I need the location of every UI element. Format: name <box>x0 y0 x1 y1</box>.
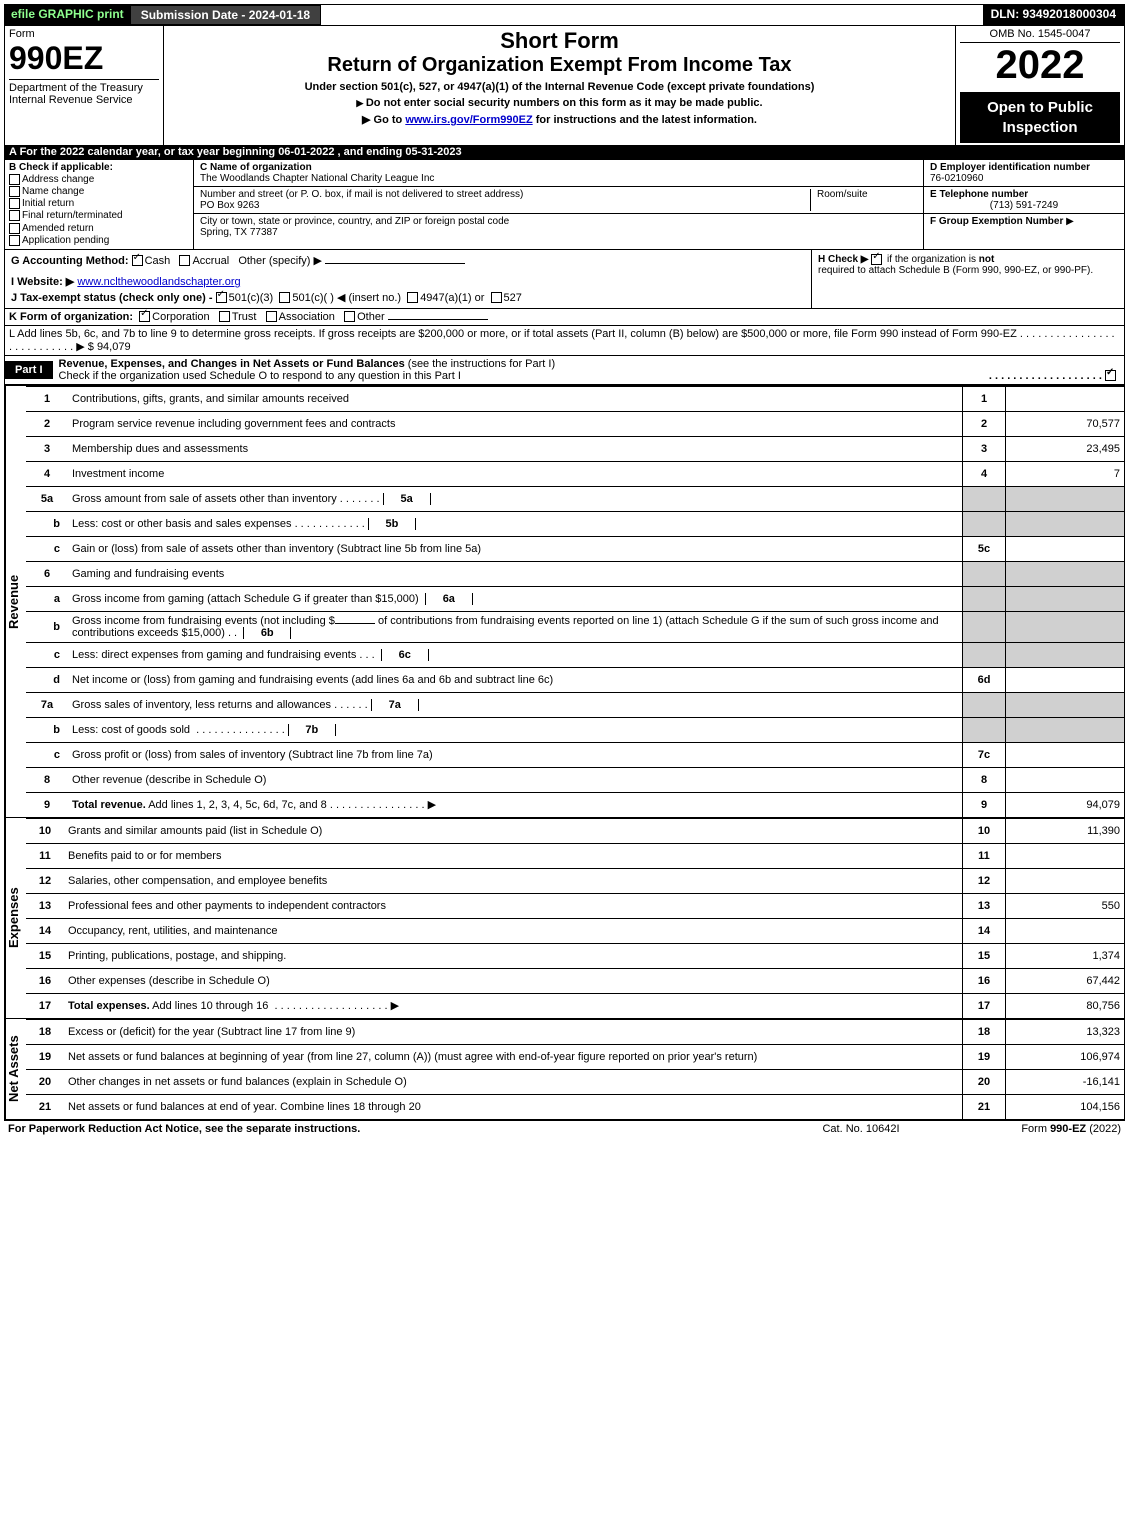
topbar: efile GRAPHIC print Submission Date - 20… <box>5 5 1124 25</box>
part1-header: Part I Revenue, Expenses, and Changes in… <box>5 355 1124 385</box>
line-16-amt: 67,442 <box>1006 968 1125 993</box>
line-13-amt: 550 <box>1006 893 1125 918</box>
footer-form-no: 990-EZ <box>1050 1123 1086 1135</box>
phone-value: (713) 591-7249 <box>930 200 1118 211</box>
netassets-table: 18Excess or (deficit) for the year (Subt… <box>26 1019 1124 1119</box>
paperwork-notice: For Paperwork Reduction Act Notice, see … <box>8 1123 761 1135</box>
irs-label: Internal Revenue Service <box>9 94 159 106</box>
ssn-warning: Do not enter social security numbers on … <box>170 97 949 109</box>
box-b: B Check if applicable: Address change Na… <box>5 160 194 249</box>
line-1-amt <box>1006 386 1125 411</box>
chk-527[interactable]: 527 <box>504 292 522 304</box>
line-8-amt <box>1006 767 1125 792</box>
return-title: Return of Organization Exempt From Incom… <box>170 54 949 77</box>
revenue-table: 1Contributions, gifts, grants, and simil… <box>26 386 1124 817</box>
line-7c-amt <box>1006 742 1125 767</box>
phone-label: E Telephone number <box>930 189 1028 200</box>
schedule-o-check[interactable] <box>1105 370 1116 381</box>
chk-address-change[interactable]: Address change <box>22 174 94 185</box>
omb-number: OMB No. 1545-0047 <box>960 28 1120 43</box>
row-a-tax-year: A For the 2022 calendar year, or tax yea… <box>5 145 1124 159</box>
short-form-title: Short Form <box>170 28 949 54</box>
row-i: I Website: ▶ www.nclthewoodlandschapter.… <box>11 275 805 288</box>
line-4-amt: 7 <box>1006 461 1125 486</box>
dln: DLN: 93492018000304 <box>983 5 1124 25</box>
chk-4947[interactable]: 4947(a)(1) or <box>420 292 484 304</box>
chk-amended[interactable]: Amended return <box>22 223 94 234</box>
row-l: L Add lines 5b, 6c, and 7b to line 9 to … <box>5 325 1124 355</box>
org-name: The Woodlands Chapter National Charity L… <box>200 173 434 184</box>
line-5c-amt <box>1006 536 1125 561</box>
line-14-amt <box>1006 918 1125 943</box>
chk-final-return[interactable]: Final return/terminated <box>22 211 123 222</box>
revenue-sidelabel: Revenue <box>5 386 26 817</box>
chk-name-change[interactable]: Name change <box>22 186 84 197</box>
line-6d-amt <box>1006 667 1125 692</box>
c-label: C Name of organization <box>200 162 312 173</box>
footer: For Paperwork Reduction Act Notice, see … <box>4 1120 1125 1137</box>
goto-line: ▶ Go to www.irs.gov/Form990EZ for instru… <box>170 113 949 126</box>
chk-501c[interactable]: 501(c)( ) ◀ (insert no.) <box>292 292 401 304</box>
line-11-amt <box>1006 843 1125 868</box>
entity-block: B Check if applicable: Address change Na… <box>5 159 1124 249</box>
chk-other-org[interactable]: Other <box>357 311 385 323</box>
city-value: Spring, TX 77387 <box>200 227 278 238</box>
chk-assoc[interactable]: Association <box>279 311 335 323</box>
box-c: C Name of organization The Woodlands Cha… <box>194 160 923 249</box>
subtitle: Under section 501(c), 527, or 4947(a)(1)… <box>170 81 949 93</box>
cat-no: Cat. No. 10642I <box>761 1123 961 1135</box>
box-def: D Employer identification number 76-0210… <box>923 160 1124 249</box>
line-12-amt <box>1006 868 1125 893</box>
efile-print-link[interactable]: efile GRAPHIC print <box>5 5 130 25</box>
chk-app-pending[interactable]: Application pending <box>22 235 109 246</box>
form-number: 990EZ <box>9 40 159 77</box>
chk-501c3[interactable]: 501(c)(3) <box>229 292 274 304</box>
expenses-sidelabel: Expenses <box>5 818 26 1018</box>
row-g: G Accounting Method: Cash Accrual Other … <box>11 254 805 267</box>
irs-form-link[interactable]: www.irs.gov/Form990EZ <box>405 114 532 126</box>
street-label: Number and street (or P. O. box, if mail… <box>200 189 523 200</box>
line-10-amt: 11,390 <box>1006 818 1125 843</box>
row-k: K Form of organization: Corporation Trus… <box>5 308 1124 325</box>
chk-accrual[interactable]: Accrual <box>192 255 229 267</box>
ein-value: 76-0210960 <box>930 173 983 184</box>
line-9-amt: 94,079 <box>1006 792 1125 817</box>
street-value: PO Box 9263 <box>200 200 259 211</box>
open-public-badge: Open to Public Inspection <box>960 92 1120 143</box>
chk-initial-return[interactable]: Initial return <box>22 198 74 209</box>
form-word: Form <box>9 28 159 40</box>
chk-corp[interactable]: Corporation <box>152 311 209 323</box>
group-exemption-label: F Group Exemption Number <box>930 216 1063 227</box>
other-specify: Other (specify) ▶ <box>238 255 322 267</box>
form-container: efile GRAPHIC print Submission Date - 20… <box>4 4 1125 1120</box>
line-15-amt: 1,374 <box>1006 943 1125 968</box>
netassets-sidelabel: Net Assets <box>5 1019 26 1119</box>
website-link[interactable]: www.nclthewoodlandschapter.org <box>77 276 240 288</box>
submission-date: Submission Date - 2024-01-18 <box>130 5 321 25</box>
line-2-amt: 70,577 <box>1006 411 1125 436</box>
arrow-icon: ▶ <box>1066 216 1074 227</box>
line-21-amt: 104,156 <box>1006 1094 1125 1119</box>
gross-receipts: $ 94,079 <box>88 341 131 353</box>
chk-trust[interactable]: Trust <box>232 311 257 323</box>
line-20-amt: -16,141 <box>1006 1069 1125 1094</box>
room-suite-label: Room/suite <box>810 189 917 211</box>
row-j: J Tax-exempt status (check only one) - 5… <box>11 291 805 304</box>
part1-label: Part I <box>5 361 53 379</box>
ein-label: D Employer identification number <box>930 162 1090 173</box>
row-h: H Check ▶ if the organization is not req… <box>811 250 1124 308</box>
expenses-table: 10Grants and similar amounts paid (list … <box>26 818 1124 1018</box>
header: Form 990EZ Department of the Treasury In… <box>5 25 1124 145</box>
line-3-amt: 23,495 <box>1006 436 1125 461</box>
dept-treasury: Department of the Treasury <box>9 79 159 94</box>
line-17-amt: 80,756 <box>1006 993 1125 1018</box>
chk-cash[interactable]: Cash <box>145 255 171 267</box>
line-18-amt: 13,323 <box>1006 1019 1125 1044</box>
city-label: City or town, state or province, country… <box>200 216 509 227</box>
line-19-amt: 106,974 <box>1006 1044 1125 1069</box>
tax-year: 2022 <box>960 43 1120 88</box>
